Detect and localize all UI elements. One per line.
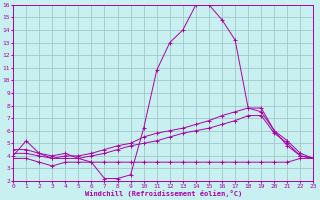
X-axis label: Windchill (Refroidissement éolien,°C): Windchill (Refroidissement éolien,°C)	[84, 190, 242, 197]
